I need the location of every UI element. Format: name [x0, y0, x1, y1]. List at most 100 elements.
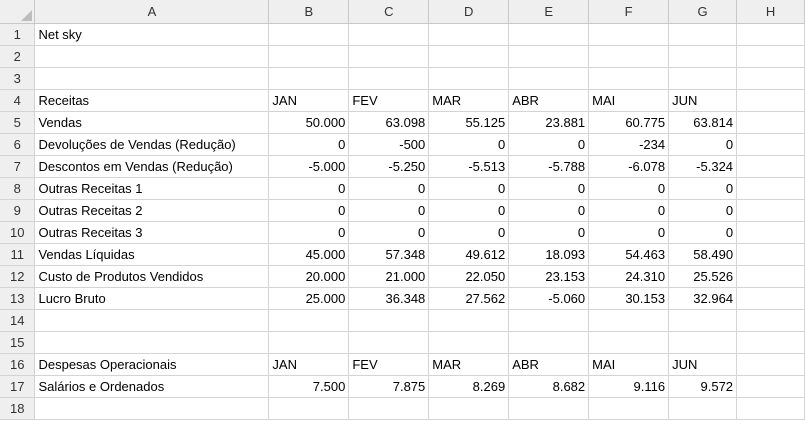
cell-e7[interactable]: -5.788	[508, 155, 590, 178]
cell-b7[interactable]: -5.000	[268, 155, 350, 178]
cell-b13[interactable]: 25.000	[268, 287, 350, 310]
cell-b17[interactable]: 7.500	[268, 375, 350, 398]
cell-c18[interactable]	[348, 397, 430, 420]
cell-h18[interactable]	[736, 397, 805, 420]
cell-f7[interactable]: -6.078	[588, 155, 670, 178]
cell-e4[interactable]: ABR	[508, 89, 590, 112]
cell-c4[interactable]: FEV	[348, 89, 430, 112]
cell-h10[interactable]	[736, 221, 805, 244]
cell-e2[interactable]	[508, 45, 590, 68]
select-all-corner[interactable]	[0, 0, 36, 24]
cell-h3[interactable]	[736, 67, 805, 90]
cell-g1[interactable]	[668, 23, 738, 46]
cell-a13[interactable]: Lucro Bruto	[34, 287, 270, 310]
cell-a9[interactable]: Outras Receitas 2	[34, 199, 270, 222]
cell-h6[interactable]	[736, 133, 805, 156]
cell-c3[interactable]	[348, 67, 430, 90]
column-header-a[interactable]: A	[34, 0, 270, 24]
cell-a12[interactable]: Custo de Produtos Vendidos	[34, 265, 270, 288]
cell-g6[interactable]: 0	[668, 133, 738, 156]
cell-h14[interactable]	[736, 309, 805, 332]
cell-g10[interactable]: 0	[668, 221, 738, 244]
cell-e12[interactable]: 23.153	[508, 265, 590, 288]
cell-f17[interactable]: 9.116	[588, 375, 670, 398]
cell-b10[interactable]: 0	[268, 221, 350, 244]
cell-f8[interactable]: 0	[588, 177, 670, 200]
row-header[interactable]: 14	[0, 309, 36, 332]
cell-e15[interactable]	[508, 331, 590, 354]
row-header[interactable]: 4	[0, 89, 36, 112]
cell-d3[interactable]	[428, 67, 510, 90]
row-header[interactable]: 16	[0, 353, 36, 376]
cell-d17[interactable]: 8.269	[428, 375, 510, 398]
cell-f15[interactable]	[588, 331, 670, 354]
cell-c10[interactable]: 0	[348, 221, 430, 244]
cell-d6[interactable]: 0	[428, 133, 510, 156]
cell-a14[interactable]	[34, 309, 270, 332]
cell-c15[interactable]	[348, 331, 430, 354]
cell-c5[interactable]: 63.098	[348, 111, 430, 134]
cell-b8[interactable]: 0	[268, 177, 350, 200]
cell-f12[interactable]: 24.310	[588, 265, 670, 288]
cell-b3[interactable]	[268, 67, 350, 90]
cell-e3[interactable]	[508, 67, 590, 90]
cell-f6[interactable]: -234	[588, 133, 670, 156]
column-header-h[interactable]: H	[736, 0, 805, 24]
cell-d12[interactable]: 22.050	[428, 265, 510, 288]
cell-f2[interactable]	[588, 45, 670, 68]
cell-d2[interactable]	[428, 45, 510, 68]
cell-f13[interactable]: 30.153	[588, 287, 670, 310]
cell-e5[interactable]: 23.881	[508, 111, 590, 134]
cell-c9[interactable]: 0	[348, 199, 430, 222]
cell-b9[interactable]: 0	[268, 199, 350, 222]
cell-b4[interactable]: JAN	[268, 89, 350, 112]
cell-b11[interactable]: 45.000	[268, 243, 350, 266]
cell-g3[interactable]	[668, 67, 738, 90]
column-header-c[interactable]: C	[348, 0, 430, 24]
cell-e6[interactable]: 0	[508, 133, 590, 156]
cell-a7[interactable]: Descontos em Vendas (Redução)	[34, 155, 270, 178]
cell-b18[interactable]	[268, 397, 350, 420]
cell-d18[interactable]	[428, 397, 510, 420]
cell-g5[interactable]: 63.814	[668, 111, 738, 134]
cell-h13[interactable]	[736, 287, 805, 310]
cell-b6[interactable]: 0	[268, 133, 350, 156]
cell-g15[interactable]	[668, 331, 738, 354]
column-header-g[interactable]: G	[668, 0, 738, 24]
cell-e14[interactable]	[508, 309, 590, 332]
cell-h12[interactable]	[736, 265, 805, 288]
cell-h17[interactable]	[736, 375, 805, 398]
cell-c12[interactable]: 21.000	[348, 265, 430, 288]
cell-f10[interactable]: 0	[588, 221, 670, 244]
row-header[interactable]: 11	[0, 243, 36, 266]
cell-a8[interactable]: Outras Receitas 1	[34, 177, 270, 200]
cell-d1[interactable]	[428, 23, 510, 46]
cell-e10[interactable]: 0	[508, 221, 590, 244]
cell-e8[interactable]: 0	[508, 177, 590, 200]
cell-d10[interactable]: 0	[428, 221, 510, 244]
cell-c11[interactable]: 57.348	[348, 243, 430, 266]
cell-c2[interactable]	[348, 45, 430, 68]
cell-g12[interactable]: 25.526	[668, 265, 738, 288]
cell-a1[interactable]: Net sky	[34, 23, 270, 46]
row-header[interactable]: 13	[0, 287, 36, 310]
cell-h8[interactable]	[736, 177, 805, 200]
cell-f5[interactable]: 60.775	[588, 111, 670, 134]
cell-h9[interactable]	[736, 199, 805, 222]
cell-h4[interactable]	[736, 89, 805, 112]
cell-d11[interactable]: 49.612	[428, 243, 510, 266]
cell-c13[interactable]: 36.348	[348, 287, 430, 310]
cell-g18[interactable]	[668, 397, 738, 420]
cell-a2[interactable]	[34, 45, 270, 68]
cell-f1[interactable]	[588, 23, 670, 46]
cell-e9[interactable]: 0	[508, 199, 590, 222]
cell-f11[interactable]: 54.463	[588, 243, 670, 266]
cell-g9[interactable]: 0	[668, 199, 738, 222]
row-header[interactable]: 3	[0, 67, 36, 90]
cell-g8[interactable]: 0	[668, 177, 738, 200]
cell-f18[interactable]	[588, 397, 670, 420]
cell-b1[interactable]	[268, 23, 350, 46]
cell-b14[interactable]	[268, 309, 350, 332]
row-header[interactable]: 7	[0, 155, 36, 178]
cell-g17[interactable]: 9.572	[668, 375, 738, 398]
